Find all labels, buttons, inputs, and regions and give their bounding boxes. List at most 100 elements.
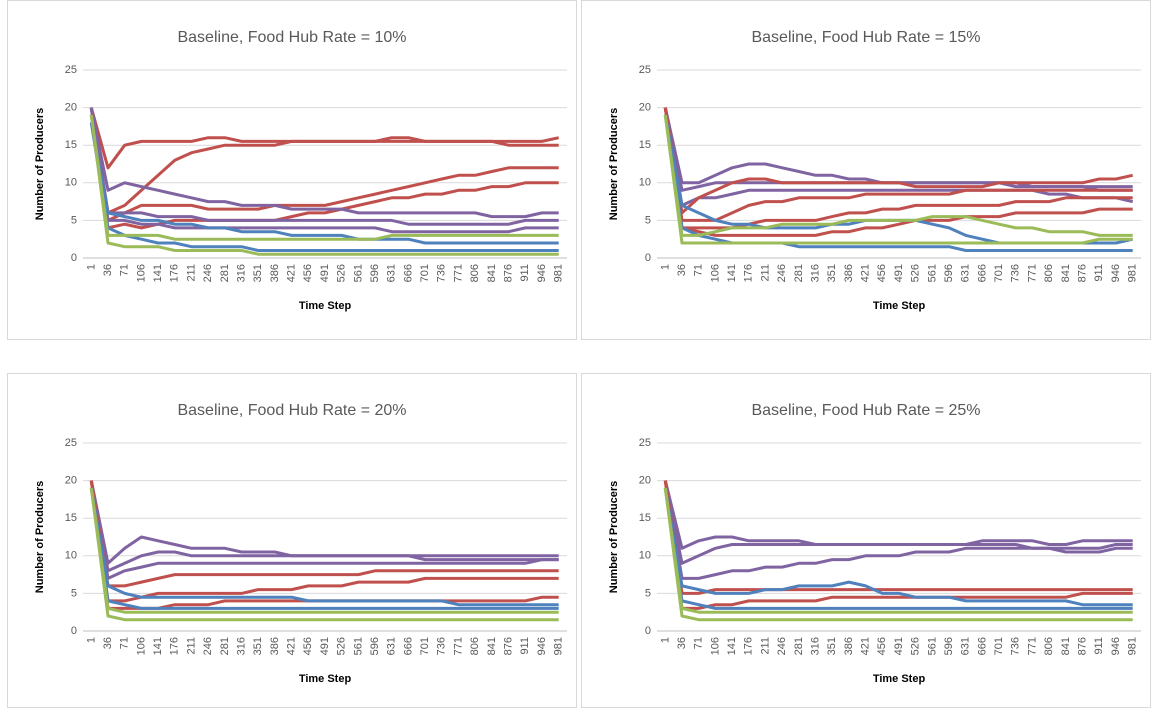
x-axis-title: Time Step [299, 300, 352, 312]
x-tick-label: 141 [726, 264, 738, 282]
series-line [663, 107, 1133, 237]
panel [581, 373, 1151, 708]
x-tick-label: 71 [119, 264, 131, 276]
x-tick-label: 701 [419, 637, 431, 655]
series-line [89, 107, 559, 222]
y-tick-label: 5 [645, 587, 651, 599]
x-tick-label: 596 [943, 637, 955, 655]
x-tick-label: 666 [976, 637, 988, 655]
x-tick-label: 421 [286, 264, 298, 282]
x-tick-label: 631 [386, 264, 398, 282]
x-tick-label: 246 [202, 264, 214, 282]
x-tick-label: 981 [1127, 264, 1139, 282]
y-tick-label: 20 [65, 102, 77, 114]
x-tick-label: 841 [486, 637, 498, 655]
x-tick-label: 631 [960, 264, 972, 282]
x-tick-label: 456 [876, 637, 888, 655]
x-tick-label: 876 [1076, 264, 1088, 282]
series-line [89, 487, 559, 622]
x-tick-label: 246 [776, 637, 788, 655]
x-tick-label: 596 [943, 264, 955, 282]
x-tick-label: 351 [826, 264, 838, 282]
y-tick-label: 5 [645, 214, 651, 226]
x-tick-label: 911 [519, 264, 531, 282]
x-tick-label: 981 [553, 637, 565, 655]
x-tick-label: 806 [469, 637, 481, 655]
x-tick-label: 386 [843, 264, 855, 282]
x-axis-title: Time Step [873, 300, 926, 312]
y-tick-label: 0 [645, 252, 651, 264]
y-tick-label: 15 [639, 139, 651, 151]
x-tick-label: 351 [252, 637, 264, 655]
chart-title: Baseline, Food Hub Rate = 25% [751, 402, 980, 419]
series-line [89, 122, 559, 252]
series-line [89, 487, 559, 614]
x-tick-label: 421 [860, 637, 872, 655]
chart-title: Baseline, Food Hub Rate = 20% [177, 402, 406, 419]
x-tick-label: 736 [436, 637, 448, 655]
x-tick-label: 701 [419, 264, 431, 282]
x-tick-label: 386 [843, 637, 855, 655]
x-tick-label: 876 [502, 264, 514, 282]
x-tick-label: 911 [519, 637, 531, 655]
x-tick-label: 36 [102, 264, 114, 276]
x-tick-label: 771 [1026, 264, 1038, 282]
x-tick-label: 666 [402, 637, 414, 655]
series-line [663, 487, 1133, 610]
x-tick-label: 1 [659, 264, 671, 270]
x-tick-label: 351 [252, 264, 264, 282]
x-tick-label: 316 [809, 264, 821, 282]
x-tick-label: 911 [1093, 637, 1105, 655]
x-tick-label: 421 [860, 264, 872, 282]
x-tick-label: 771 [452, 264, 464, 282]
x-tick-label: 421 [286, 637, 298, 655]
x-tick-label: 106 [135, 637, 147, 655]
y-tick-label: 25 [639, 437, 651, 449]
x-tick-label: 1 [659, 637, 671, 643]
x-tick-label: 561 [926, 264, 938, 282]
x-tick-label: 946 [536, 264, 548, 282]
y-tick-label: 25 [639, 64, 651, 76]
x-tick-label: 141 [152, 637, 164, 655]
y-tick-label: 15 [639, 512, 651, 524]
x-tick-label: 981 [1127, 637, 1139, 655]
x-tick-label: 211 [759, 637, 771, 655]
series-line [663, 480, 1133, 580]
y-tick-label: 0 [71, 252, 77, 264]
y-tick-label: 15 [65, 512, 77, 524]
y-tick-label: 10 [65, 550, 77, 562]
chart-title: Baseline, Food Hub Rate = 10% [177, 29, 406, 46]
series-line [89, 480, 559, 603]
x-tick-label: 981 [553, 264, 565, 282]
series-line [89, 480, 559, 588]
x-tick-label: 71 [693, 264, 705, 276]
y-tick-label: 20 [65, 475, 77, 487]
x-tick-label: 911 [1093, 264, 1105, 282]
series-line [89, 107, 559, 226]
x-tick-label: 141 [726, 637, 738, 655]
x-tick-label: 631 [386, 637, 398, 655]
y-tick-label: 10 [65, 177, 77, 189]
y-tick-label: 0 [645, 625, 651, 637]
y-tick-label: 10 [639, 550, 651, 562]
x-tick-label: 876 [502, 637, 514, 655]
series-line [89, 487, 559, 610]
x-tick-label: 526 [336, 264, 348, 282]
x-tick-label: 141 [152, 264, 164, 282]
series-line [663, 487, 1133, 622]
x-tick-label: 526 [910, 264, 922, 282]
x-tick-label: 211 [185, 637, 197, 655]
x-tick-label: 841 [1060, 637, 1072, 655]
y-tick-label: 15 [65, 139, 77, 151]
x-tick-label: 806 [469, 264, 481, 282]
x-tick-label: 596 [369, 637, 381, 655]
x-tick-label: 736 [1010, 264, 1022, 282]
x-tick-label: 456 [876, 264, 888, 282]
chart-title: Baseline, Food Hub Rate = 15% [751, 29, 980, 46]
y-tick-label: 5 [71, 214, 77, 226]
x-tick-label: 701 [993, 637, 1005, 655]
series-line [89, 122, 559, 245]
panel [7, 0, 577, 340]
x-tick-label: 561 [926, 637, 938, 655]
